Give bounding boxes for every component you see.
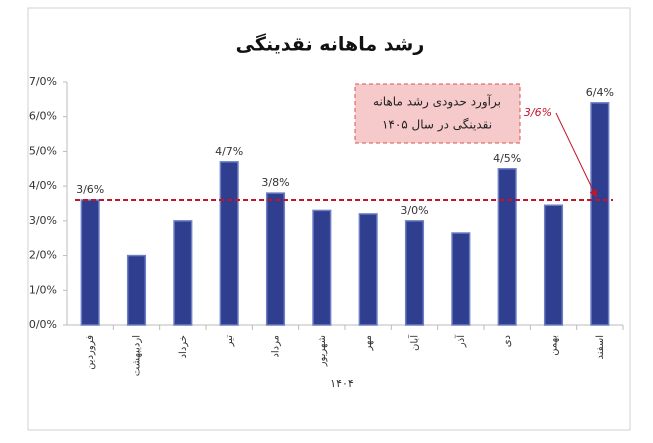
value-label: 3/6% xyxy=(76,183,104,196)
y-tick-label: 0/0% xyxy=(29,318,57,331)
annotation-box xyxy=(354,83,521,144)
y-tick-label: 3/0% xyxy=(29,214,57,227)
bar xyxy=(173,220,193,326)
x-tick-label: بهمن xyxy=(549,335,560,356)
y-tick-label: 1/0% xyxy=(29,283,57,296)
bar xyxy=(590,102,610,326)
y-tick-label: 4/0% xyxy=(29,179,57,192)
bar xyxy=(80,199,100,326)
x-tick-label: آبان xyxy=(408,334,421,351)
y-tick-label: 2/0% xyxy=(29,249,57,262)
bar xyxy=(312,209,332,326)
x-tick-label: دی xyxy=(502,335,513,347)
x-axis-label: ۱۴۰۴ xyxy=(330,377,354,390)
x-tick-label: اسفند xyxy=(595,335,606,359)
annotation-text: برآورد حدودی رشد ماهانه xyxy=(373,94,501,110)
x-tick-label: تیر xyxy=(224,335,235,348)
x-tick-label: اردیبهشت xyxy=(132,335,143,376)
value-label: 3/8% xyxy=(261,176,289,189)
value-label: 4/5% xyxy=(493,152,521,165)
bar xyxy=(358,213,378,326)
x-tick-label: مهر xyxy=(363,335,374,351)
bar xyxy=(265,192,286,326)
chart-title: رشد ماهانه نقدینگی xyxy=(236,33,425,56)
x-tick-label: خرداد xyxy=(178,335,189,358)
bar xyxy=(219,161,239,326)
value-label: 4/7% xyxy=(215,145,243,158)
bar xyxy=(126,254,147,326)
annotation-text: نقدینگی در سال ۱۴۰۵ xyxy=(382,118,492,133)
x-tick-label: مرداد xyxy=(271,335,282,358)
y-tick-label: 6/0% xyxy=(29,110,57,123)
reference-arrow xyxy=(555,112,597,198)
value-label: 6/4% xyxy=(586,86,614,99)
bar xyxy=(404,220,425,326)
bar xyxy=(451,232,471,326)
x-tick-label: شهریور xyxy=(317,335,328,367)
reference-label: 3/6% xyxy=(524,106,552,119)
y-tick-label: 7/0% xyxy=(29,75,57,88)
x-tick-label: آذر xyxy=(454,334,467,348)
bar xyxy=(497,168,517,326)
y-tick-label: 5/0% xyxy=(29,144,57,157)
value-label: 3/0% xyxy=(400,204,428,217)
bar xyxy=(543,204,564,326)
x-tick-label: فروردین xyxy=(85,335,96,370)
